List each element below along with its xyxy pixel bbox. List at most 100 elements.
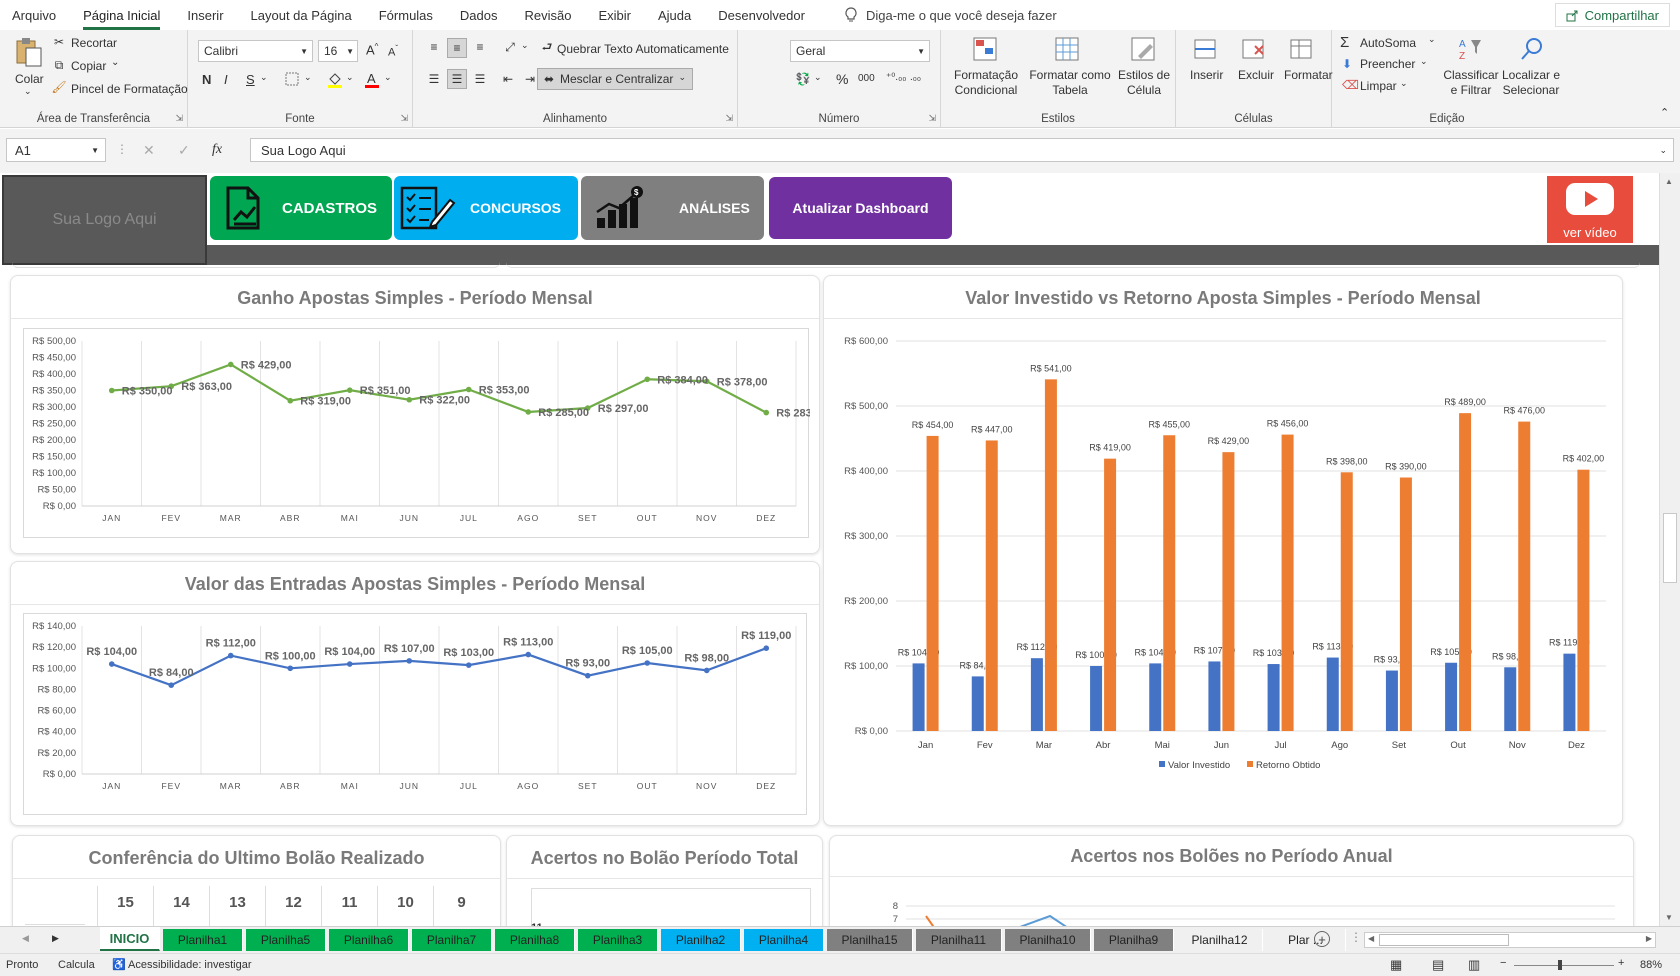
orientation-icon[interactable]: ⤢	[505, 39, 515, 54]
normal-view-icon[interactable]: ▦	[1390, 957, 1403, 972]
borders-icon[interactable]	[284, 71, 300, 87]
sheet-tab[interactable]: Planilha9	[1094, 929, 1174, 951]
find-select-button[interactable]: Localizar e Selecionar	[1501, 68, 1561, 97]
increase-font-icon[interactable]: A^	[366, 42, 379, 58]
sheet-tab[interactable]: Planilha6	[329, 929, 409, 951]
bold-button[interactable]: N	[202, 72, 212, 87]
zoom-level[interactable]: 88%	[1640, 959, 1663, 971]
tab-arquivo[interactable]: Arquivo	[12, 7, 57, 23]
add-sheet-icon[interactable]: +	[1314, 931, 1330, 947]
align-top-icon[interactable]: ≡	[430, 40, 438, 54]
next-sheet-icon[interactable]: ▶	[52, 933, 59, 943]
fx-icon[interactable]: fx	[212, 142, 223, 157]
merge-center-button[interactable]: ⬌ Mesclar e Centralizar ⌄	[537, 68, 693, 90]
italic-button[interactable]: I	[224, 72, 228, 87]
increase-indent-icon[interactable]: ⇥	[524, 72, 536, 86]
decrease-decimal-icon[interactable]: .₀₀	[910, 72, 922, 83]
align-bottom-icon[interactable]: ≡	[476, 40, 484, 54]
tab-desenvolvedor[interactable]: Desenvolvedor	[718, 7, 805, 23]
dialog-launcher-icon[interactable]: ⇲	[175, 113, 183, 123]
worksheet[interactable]: Sua Logo Aqui CADASTROS CONCURSOS $ ANÁL…	[0, 173, 1659, 926]
font-size-select[interactable]: 16 ▼	[318, 40, 358, 62]
entradas-chart[interactable]: R$ 0,00 R$ 20,00 R$ 40,00 R$ 60,00 R$ 80,00 R…	[23, 613, 807, 815]
dialog-launcher-icon[interactable]: ⇲	[400, 113, 408, 123]
enter-icon[interactable]: ✓	[178, 142, 190, 158]
cut-button[interactable]: Recortar	[71, 36, 118, 50]
percent-button[interactable]: %	[836, 71, 849, 87]
prev-sheet-icon[interactable]: ◀	[22, 933, 29, 943]
clear-button[interactable]: Limpar	[1360, 79, 1397, 93]
underline-button[interactable]: S	[246, 72, 255, 87]
tab-ajuda[interactable]: Ajuda	[657, 7, 692, 23]
horizontal-scrollbar[interactable]: ◀ ▶	[1364, 932, 1656, 948]
tab-formulas[interactable]: Fórmulas	[378, 7, 433, 23]
sheet-tab[interactable]: Planilha5	[246, 929, 326, 951]
tab-pagina-inicial[interactable]: Página Inicial	[83, 4, 161, 30]
fill-color-icon[interactable]	[326, 71, 344, 89]
sheet-tab[interactable]: Planilha3	[578, 929, 658, 951]
ganho-chart[interactable]: R$ 0,00 R$ 50,00 R$ 100,00 R$ 150,00 R$ 200,…	[23, 328, 827, 538]
hscroll-thumb[interactable]	[1379, 934, 1509, 946]
name-box[interactable]: A1 ▼	[6, 138, 106, 162]
acertos-anual-chart[interactable]: 678	[830, 876, 1634, 926]
refresh-dashboard-button[interactable]: Atualizar Dashboard	[769, 177, 952, 239]
cancel-icon[interactable]: ✕	[143, 142, 155, 158]
format-table-button[interactable]: Formatar como Tabela	[1029, 68, 1111, 97]
align-center-icon[interactable]: ☰	[447, 69, 467, 89]
sheet-tab[interactable]: Planilha2	[661, 929, 741, 951]
sheet-tab[interactable]: Planilha8	[495, 929, 575, 951]
options-icon[interactable]: ⋮	[116, 142, 128, 156]
align-middle-icon[interactable]: ≡	[447, 38, 467, 58]
paste-icon[interactable]	[12, 35, 46, 69]
sheet-tab[interactable]: Planilha1	[163, 929, 243, 951]
conditional-format-button[interactable]: Formatação Condicional	[953, 68, 1019, 97]
tab-inserir[interactable]: Inserir	[187, 7, 224, 23]
nav-concursos-button[interactable]: CONCURSOS	[394, 176, 578, 240]
sheet-tab[interactable]: Planilha4	[744, 929, 824, 951]
youtube-video-button[interactable]: ver vídeo	[1547, 176, 1633, 243]
number-format-select[interactable]: Geral ▼	[790, 40, 930, 62]
format-cells-button[interactable]: Formatar	[1284, 68, 1333, 82]
zoom-out-icon[interactable]: −	[1500, 957, 1507, 969]
scroll-thumb[interactable]	[1663, 513, 1677, 583]
increase-decimal-icon[interactable]: ⁺⁰.₀₀	[886, 72, 907, 83]
decrease-indent-icon[interactable]: ⇤	[502, 72, 514, 86]
sheet-tab[interactable]: Planilha7	[412, 929, 492, 951]
tab-layout[interactable]: Layout da Página	[250, 7, 352, 23]
copy-button[interactable]: Copiar	[71, 59, 107, 73]
zoom-slider-thumb[interactable]	[1558, 960, 1562, 970]
tabs-split-icon[interactable]: ⋮	[1350, 930, 1362, 944]
sheet-tab[interactable]: Planilha11	[916, 929, 1002, 951]
share-button[interactable]: Compartilhar	[1554, 3, 1670, 27]
logo-placeholder[interactable]: Sua Logo Aqui	[2, 175, 207, 265]
zoom-slider[interactable]	[1514, 965, 1614, 966]
sheet-tab[interactable]: Planilha12	[1177, 929, 1263, 951]
format-painter-button[interactable]: Pincel de Formatação	[71, 82, 188, 96]
font-color-icon[interactable]: A	[364, 71, 380, 89]
scroll-left-icon[interactable]: ◀	[1368, 934, 1375, 943]
align-left-icon[interactable]: ☰	[428, 72, 440, 86]
paste-button[interactable]: Colar	[15, 72, 44, 86]
tab-revisao[interactable]: Revisão	[524, 7, 572, 23]
wrap-text-button[interactable]: Quebrar Texto Automaticamente	[557, 42, 729, 56]
tab-dados[interactable]: Dados	[459, 7, 498, 23]
page-break-icon[interactable]: ▥	[1468, 957, 1481, 972]
sort-filter-button[interactable]: Classificar e Filtrar	[1443, 68, 1499, 97]
dialog-launcher-icon[interactable]: ⇲	[725, 113, 733, 123]
scroll-right-icon[interactable]: ▶	[1645, 934, 1652, 943]
page-layout-icon[interactable]: ▤	[1432, 957, 1445, 972]
formula-input[interactable]: Sua Logo Aqui ⌄	[250, 138, 1674, 162]
scroll-up-icon[interactable]: ▲	[1665, 177, 1673, 186]
sheet-tab[interactable]: Plar ...	[1266, 929, 1346, 951]
accessibility-status[interactable]: Acessibilidade: investigar	[128, 959, 252, 971]
autosum-button[interactable]: AutoSoma	[1360, 36, 1417, 50]
nav-cadastros-button[interactable]: CADASTROS	[210, 176, 392, 240]
nav-analises-button[interactable]: $ ANÁLISES	[581, 176, 764, 240]
delete-cells-button[interactable]: Excluir	[1238, 68, 1275, 82]
sheet-tab[interactable]: Planilha15	[827, 929, 913, 951]
cell-styles-button[interactable]: Estilos de Célula	[1117, 68, 1171, 97]
currency-icon[interactable]: 💱	[795, 72, 811, 86]
zoom-in-icon[interactable]: +	[1618, 957, 1625, 969]
dialog-launcher-icon[interactable]: ⇲	[928, 113, 936, 123]
decrease-font-icon[interactable]: Aˇ	[388, 44, 399, 59]
